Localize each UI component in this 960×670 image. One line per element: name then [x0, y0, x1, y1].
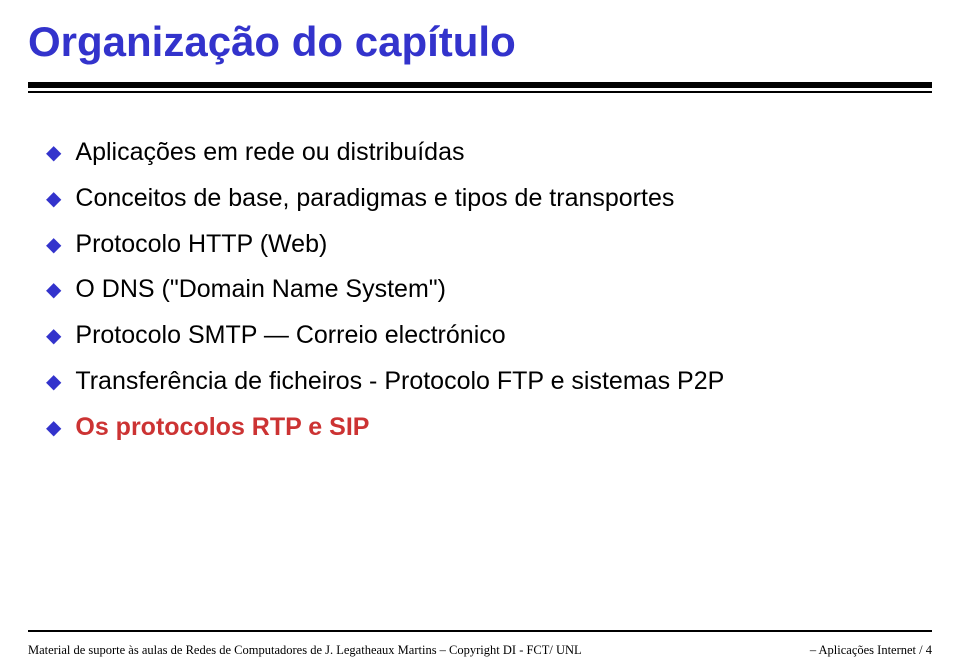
list-item: ◆ Os protocolos RTP e SIP — [46, 411, 916, 445]
bullet-list: ◆ Aplicações em rede ou distribuídas ◆ C… — [46, 136, 916, 456]
slide-container: Organização do capítulo ◆ Aplicações em … — [0, 0, 960, 670]
underline-thin — [28, 91, 932, 93]
bullet-text-highlight: Os protocolos RTP e SIP — [75, 411, 369, 445]
list-item: ◆ O DNS ("Domain Name System") — [46, 273, 916, 307]
list-item: ◆ Protocolo SMTP — Correio electrónico — [46, 319, 916, 353]
underline-thick — [28, 82, 932, 88]
bullet-icon: ◆ — [46, 140, 61, 167]
bullet-icon: ◆ — [46, 277, 61, 304]
bullet-icon: ◆ — [46, 323, 61, 350]
footer-left-text: Material de suporte às aulas de Redes de… — [28, 643, 810, 658]
bullet-text: Transferência de ficheiros - Protocolo F… — [75, 365, 724, 399]
bullet-icon: ◆ — [46, 186, 61, 213]
list-item: ◆ Aplicações em rede ou distribuídas — [46, 136, 916, 170]
slide-title: Organização do capítulo — [0, 0, 960, 66]
list-item: ◆ Conceitos de base, paradigmas e tipos … — [46, 182, 916, 216]
footer-right-text: – Aplicações Internet / 4 — [810, 643, 932, 658]
footer: Material de suporte às aulas de Redes de… — [28, 643, 932, 658]
bullet-text: Aplicações em rede ou distribuídas — [75, 136, 464, 170]
bullet-text: Protocolo SMTP — Correio electrónico — [75, 319, 505, 353]
footer-divider — [28, 630, 932, 632]
bullet-icon: ◆ — [46, 232, 61, 259]
bullet-text: O DNS ("Domain Name System") — [75, 273, 446, 307]
list-item: ◆ Transferência de ficheiros - Protocolo… — [46, 365, 916, 399]
bullet-icon: ◆ — [46, 369, 61, 396]
bullet-icon: ◆ — [46, 415, 61, 442]
bullet-text: Protocolo HTTP (Web) — [75, 228, 327, 262]
list-item: ◆ Protocolo HTTP (Web) — [46, 228, 916, 262]
bullet-text: Conceitos de base, paradigmas e tipos de… — [75, 182, 674, 216]
title-underline — [28, 82, 932, 96]
